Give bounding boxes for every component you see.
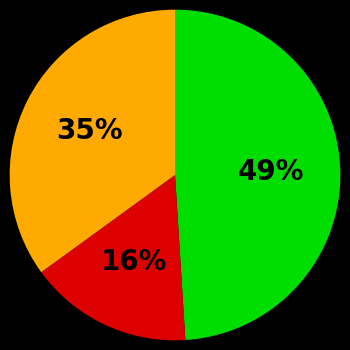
- Wedge shape: [175, 10, 340, 340]
- Wedge shape: [41, 175, 186, 340]
- Text: 16%: 16%: [101, 248, 167, 276]
- Text: 35%: 35%: [56, 118, 123, 146]
- Wedge shape: [10, 10, 175, 272]
- Text: 49%: 49%: [238, 158, 304, 186]
